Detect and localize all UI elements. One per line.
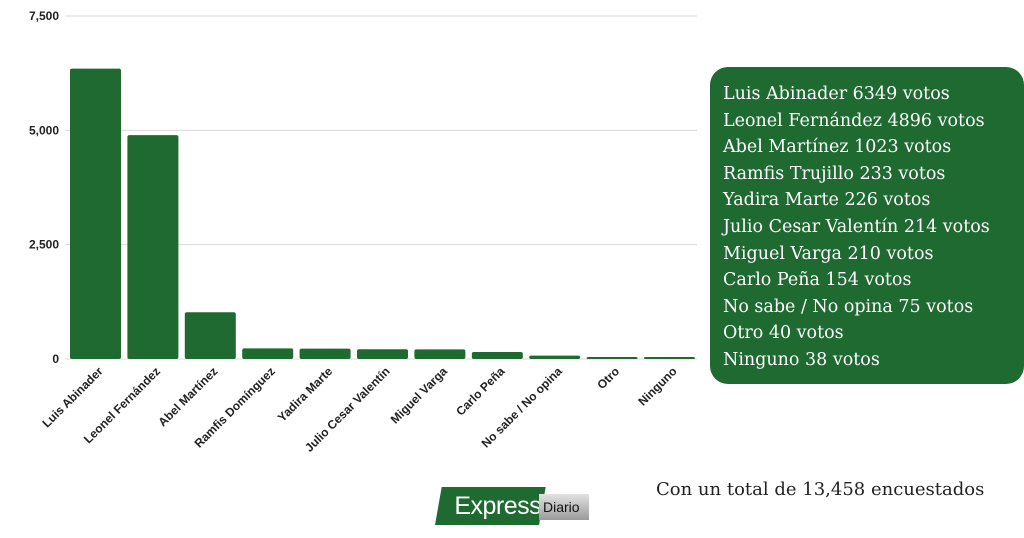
total-respondents-text: Con un total de 13,458 encuestados (656, 479, 985, 500)
bar (127, 135, 179, 359)
bar (414, 349, 466, 359)
x-category-label: Otro (594, 364, 622, 392)
legend-line: Otro 40 votos (723, 323, 844, 344)
bar (586, 357, 638, 359)
legend-line: Ninguno 38 votos (723, 349, 880, 370)
bar (357, 349, 408, 359)
x-category-label: Carlo Peña (453, 364, 507, 418)
legend-line: Miguel Varga 210 votos (723, 243, 934, 264)
x-category-label: Ninguno (635, 364, 679, 408)
logo-express-block: Express (435, 487, 546, 525)
y-tick-label: 5,000 (29, 123, 59, 137)
logo-express-text: Express (454, 492, 542, 520)
legend-line: Luis Abinader 6349 votos (723, 84, 950, 104)
bar (184, 312, 236, 359)
x-category-label: Abel Martínez (155, 364, 220, 429)
legend-line: Leonel Fernández 4896 votos (723, 110, 985, 131)
x-category-label: Yadira Marte (275, 364, 336, 425)
legend-line: Julio Cesar Valentín 214 votos (723, 216, 990, 237)
bar (529, 355, 581, 359)
bar (242, 348, 294, 359)
x-category-label: Miguel Varga (388, 364, 450, 426)
legend-line: Yadira Marte 226 votos (723, 190, 931, 211)
legend-line: No sabe / No opina 75 votos (723, 296, 974, 317)
legend-line: Abel Martínez 1023 votos (723, 137, 952, 158)
y-tick-label: 7,500 (29, 9, 59, 23)
bar (644, 357, 695, 359)
y-tick-label: 0 (52, 352, 59, 366)
bar (70, 68, 121, 359)
logo-diario-text: Diario (539, 494, 589, 520)
y-tick-label: 2,500 (29, 238, 59, 252)
votes-legend-box: Luis Abinader 6349 votos Leonel Fernández… (710, 67, 1024, 384)
bar (299, 348, 351, 359)
legend-line: Ramfis Trujillo 233 votos (723, 163, 946, 184)
express-diario-logo: Express Diario (435, 487, 595, 525)
bar (471, 351, 523, 359)
legend-line: Carlo Peña 154 votos (723, 270, 912, 291)
